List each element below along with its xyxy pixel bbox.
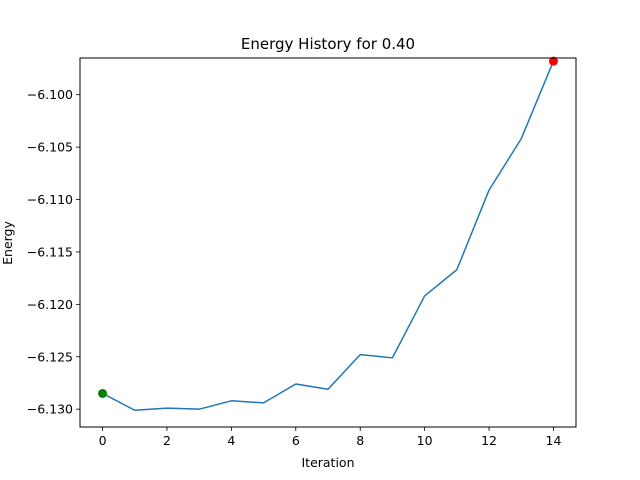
axes-frame [79,57,577,428]
plot-area [98,56,558,411]
series-line-0 [101,60,555,411]
x-tick-label: 14 [546,433,562,448]
x-tick-label: 12 [481,433,497,448]
x-tick-label: 6 [292,433,300,448]
x-axis-ticks: 0 2 4 6 8 10 12 14 [99,427,562,448]
y-tick-label: −6.120 [27,297,73,312]
start-point-marker [98,388,108,398]
x-tick-label: 2 [163,433,171,448]
y-tick-label: −6.130 [27,402,73,417]
y-axis-label: Energy [0,221,15,265]
x-tick-label: 0 [99,433,107,448]
x-axis-label: Iteration [301,455,354,470]
chart-title: Energy History for 0.40 [241,35,415,53]
y-tick-label: −6.125 [27,349,73,364]
y-tick-label: −6.100 [27,87,73,102]
x-tick-label: 10 [417,433,433,448]
y-tick-label: −6.105 [27,140,73,155]
y-tick-label: −6.110 [27,192,73,207]
y-axis-ticks: −6.130 −6.125 −6.120 −6.115 −6.110 −6.105 −6.1… [27,87,80,417]
end-point-marker [548,56,558,66]
x-tick-label: 4 [227,433,235,448]
y-tick-label: −6.115 [27,244,73,259]
x-tick-label: 8 [356,433,364,448]
